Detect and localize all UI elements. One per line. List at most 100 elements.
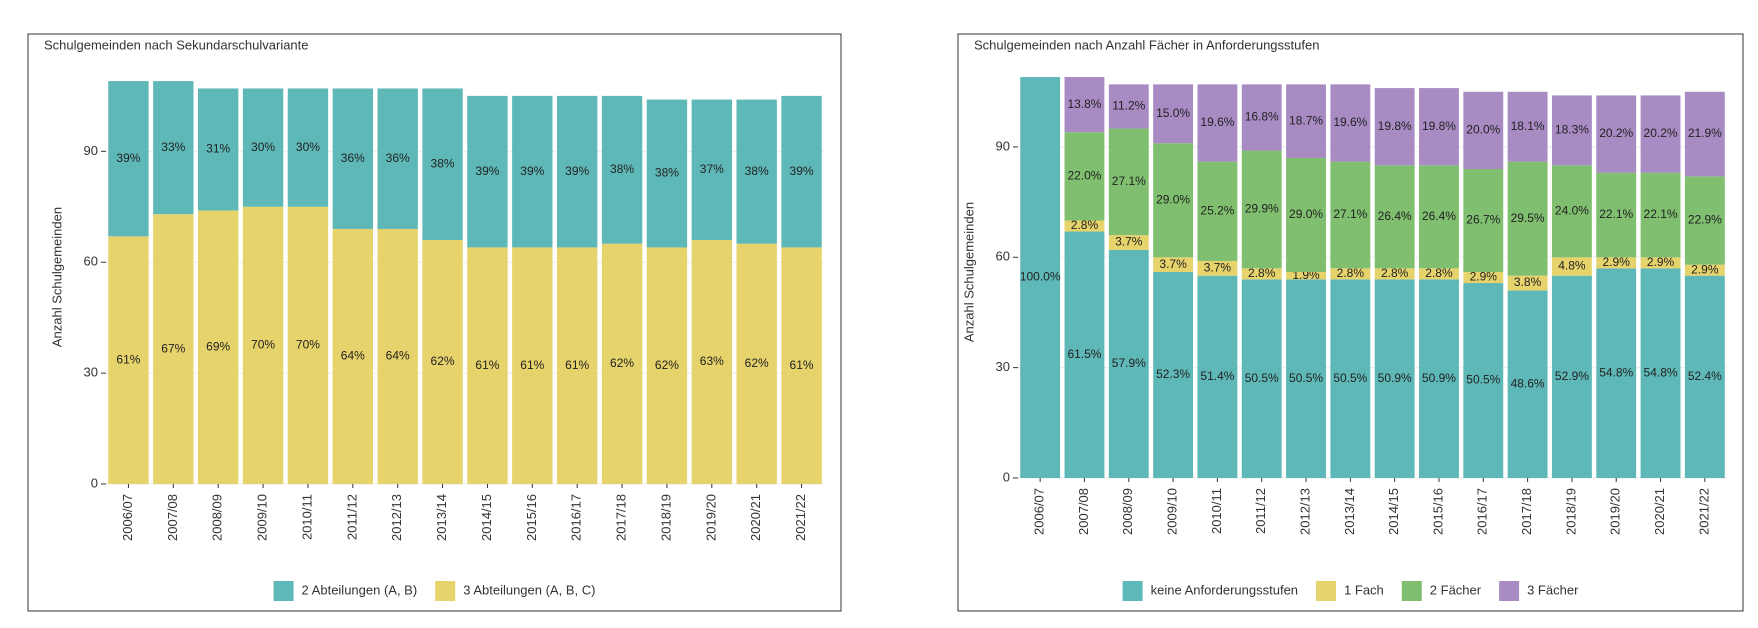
bar-segment: [197, 88, 239, 211]
value-label: 26.4%: [1422, 209, 1456, 223]
x-tick-label: 2020/21: [748, 494, 763, 541]
y-axis-label: Anzahl Schulgemeinden: [49, 207, 64, 347]
value-label: 25.2%: [1200, 203, 1234, 217]
bar-segment: [1507, 290, 1548, 478]
legend: 2 Abteilungen (A, B) 3 Abteilungen (A, B,…: [273, 581, 595, 601]
value-label: 61%: [790, 358, 814, 372]
legend: keine Anforderungsstufen 1 Fach 2 Fächer 3 …: [1122, 581, 1579, 601]
value-label: 61.5%: [1067, 347, 1101, 361]
bar-segment: [1064, 77, 1105, 133]
value-label: 20.2%: [1644, 126, 1678, 140]
value-label: 100.0%: [1020, 270, 1061, 284]
bar-segment: [1596, 257, 1637, 269]
value-label: 33%: [161, 140, 185, 154]
x-tick-label: 2021/22: [793, 494, 808, 541]
value-label: 19.6%: [1333, 115, 1367, 129]
value-label: 48.6%: [1511, 376, 1545, 390]
value-label: 2.8%: [1425, 266, 1453, 280]
bar-segment: [1463, 272, 1504, 284]
bar-segment: [512, 247, 553, 484]
x-tick-label: 2019/20: [1608, 488, 1623, 535]
bar-segment: [1241, 268, 1282, 280]
bar-segment: [108, 236, 149, 484]
x-tick-label: 2013/14: [434, 494, 449, 541]
bar-segment: [1507, 91, 1548, 162]
bar-segment: [287, 206, 329, 484]
x-tick-label: 2018/19: [1563, 488, 1578, 535]
value-label: 52.9%: [1555, 369, 1589, 383]
bar-segment: [1463, 283, 1504, 478]
value-label: 61%: [520, 358, 544, 372]
bar-segment: [1064, 220, 1105, 232]
bar-segment: [736, 243, 777, 484]
legend-label: 1 Fach: [1344, 582, 1384, 597]
value-label: 38%: [745, 164, 769, 178]
x-tick-label: 2016/17: [1475, 488, 1490, 535]
value-label: 63%: [700, 354, 724, 368]
value-label: 31%: [206, 142, 230, 156]
x-tick-label: 2011/12: [344, 494, 359, 540]
value-label: 62%: [610, 356, 634, 370]
bar-segment: [1374, 88, 1415, 166]
bar-segment: [1020, 77, 1061, 479]
x-tick-label: 2018/19: [658, 494, 673, 541]
bar-segment: [1330, 161, 1371, 269]
x-tick-label: 2006/07: [1032, 488, 1047, 535]
chart-title: Schulgemeinden nach Anzahl Fächer in Anf…: [974, 37, 1319, 52]
value-label: 26.7%: [1466, 213, 1500, 227]
bar-segment: [1596, 268, 1637, 478]
value-label: 18.7%: [1289, 113, 1323, 127]
bar-segment: [1684, 176, 1725, 265]
value-label: 2.9%: [1691, 262, 1719, 276]
y-tick-label: 30: [996, 359, 1010, 374]
value-label: 30%: [296, 140, 320, 154]
bar-segment: [1064, 231, 1105, 478]
y-tick-label: 30: [84, 365, 98, 380]
value-label: 52.3%: [1156, 367, 1190, 381]
value-label: 39%: [116, 151, 140, 165]
bar-segment: [1197, 275, 1238, 478]
value-label: 67%: [161, 341, 185, 355]
x-tick-label: 2010/11: [299, 494, 314, 540]
value-label: 62%: [745, 356, 769, 370]
bar-segment: [1419, 88, 1459, 166]
bar-segment: [1551, 257, 1592, 276]
value-label: 39%: [520, 164, 544, 178]
value-label: 54.8%: [1644, 365, 1678, 379]
bar-segment: [1241, 150, 1282, 269]
bar-segment: [1551, 95, 1592, 166]
value-label: 50.5%: [1466, 373, 1500, 387]
bar-segment: [512, 95, 553, 248]
bar-segment: [1197, 84, 1238, 162]
x-tick-label: 2016/17: [569, 494, 584, 541]
bar-segment: [1684, 275, 1725, 478]
value-label: 15.0%: [1156, 106, 1190, 120]
bar-segment: [1197, 260, 1238, 276]
x-tick-label: 2015/16: [524, 494, 539, 541]
bar-segment: [1374, 268, 1415, 280]
bar-segment: [1640, 257, 1681, 269]
value-label: 29.0%: [1156, 192, 1190, 206]
bar-segment: [1684, 264, 1725, 276]
value-label: 2.8%: [1381, 266, 1409, 280]
legend-swatch: [1499, 581, 1520, 601]
bar-segment: [1463, 91, 1504, 169]
value-label: 64%: [386, 349, 410, 363]
value-label: 3.7%: [1115, 235, 1143, 249]
bar-segment: [467, 95, 508, 248]
value-label: 24.0%: [1555, 203, 1589, 217]
value-label: 39%: [475, 164, 499, 178]
value-label: 4.8%: [1558, 259, 1586, 273]
bar-segment: [1153, 143, 1194, 258]
value-label: 22.1%: [1644, 207, 1678, 221]
bar-segment: [601, 243, 643, 484]
value-label: 29.0%: [1289, 207, 1323, 221]
bar-segment: [377, 228, 418, 484]
value-label: 19.8%: [1378, 119, 1412, 133]
bar-segment: [332, 88, 374, 229]
value-label: 19.6%: [1200, 115, 1234, 129]
bar-segment: [781, 95, 822, 248]
y-tick-label: 60: [84, 254, 98, 269]
